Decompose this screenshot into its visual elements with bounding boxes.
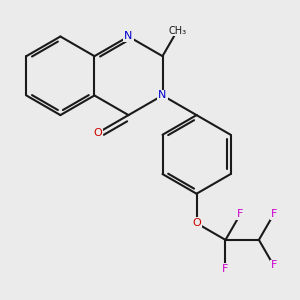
Text: N: N [124,32,133,41]
Text: O: O [94,128,102,138]
Text: O: O [192,218,201,228]
Text: F: F [222,264,229,274]
Text: N: N [158,91,167,100]
Text: F: F [271,209,277,219]
Text: F: F [237,209,243,219]
Text: CH₃: CH₃ [168,26,186,36]
Text: F: F [271,260,277,270]
